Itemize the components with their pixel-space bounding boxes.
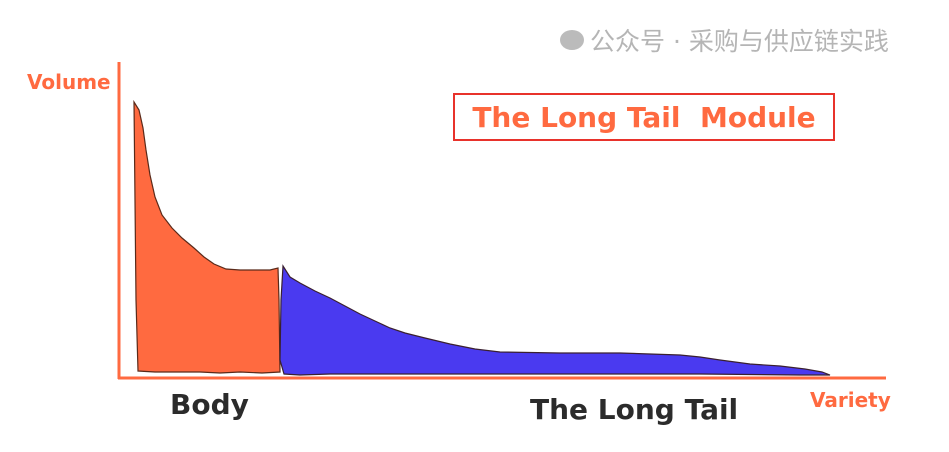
watermark: 公众号 · 采购与供应链实践 [560,22,889,58]
body-label: Body [170,388,249,421]
wechat-icon [560,30,584,50]
watermark-text: 公众号 · 采购与供应链实践 [590,27,889,56]
long-tail-label: The Long Tail [530,393,739,426]
long-tail-region [279,264,831,376]
title-box: The Long Tail Module [453,93,835,141]
body-region [133,99,281,374]
x-axis-label: Variety [810,388,891,412]
y-axis-label: Volume [27,70,111,94]
diagram-title: The Long Tail Module [472,100,816,134]
